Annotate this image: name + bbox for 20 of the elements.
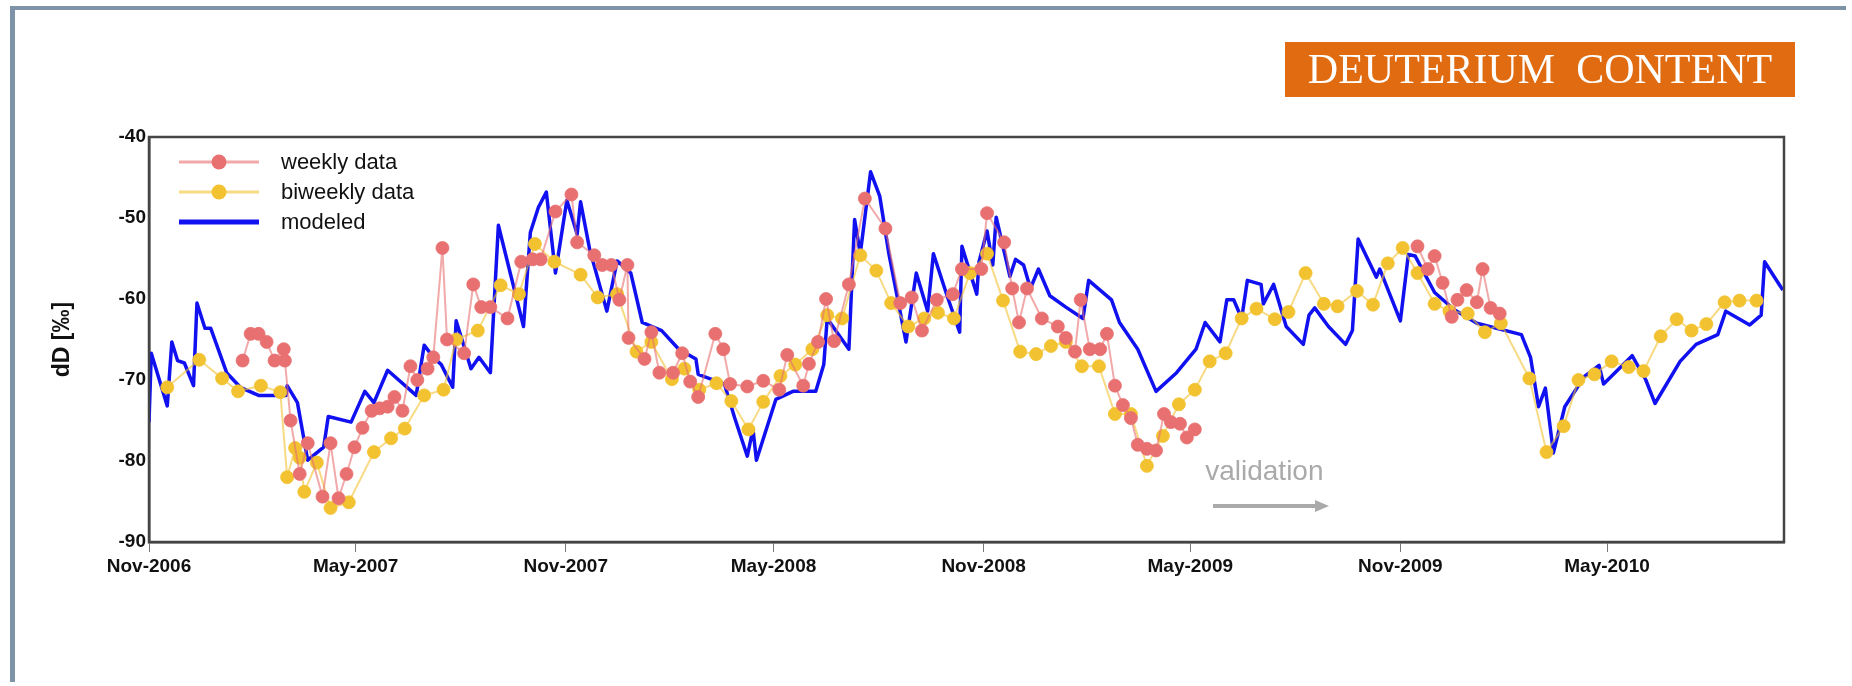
x-tick-label: May-2010 (1564, 554, 1650, 576)
legend-label: modeled (281, 209, 366, 235)
annotation: validation (1205, 455, 1324, 487)
y-tick-label: -60 (118, 287, 146, 309)
y-tick-label: -90 (118, 530, 146, 552)
y-tick-label: -50 (118, 206, 146, 228)
x-tick-label: Nov-2009 (1358, 554, 1443, 576)
x-tick-label: May-2009 (1147, 554, 1234, 576)
x-tick-label: May-2007 (312, 554, 399, 576)
x-tick-label: Nov-2007 (523, 554, 608, 576)
legend-label: biweekly data (281, 179, 415, 205)
y-tick-label: -80 (118, 449, 146, 471)
x-tick-label: Nov-2008 (941, 554, 1026, 576)
y-axis-title: dD [‰] (48, 301, 75, 378)
legend-label: weekly data (281, 149, 398, 175)
y-tick-label: -70 (118, 368, 146, 390)
y-tick-label: -40 (118, 125, 146, 147)
chart-title: DEUTERIUM CONTENT (1285, 42, 1795, 97)
x-tick-label: May-2008 (730, 554, 817, 576)
x-tick-label: Nov-2006 (106, 554, 192, 576)
